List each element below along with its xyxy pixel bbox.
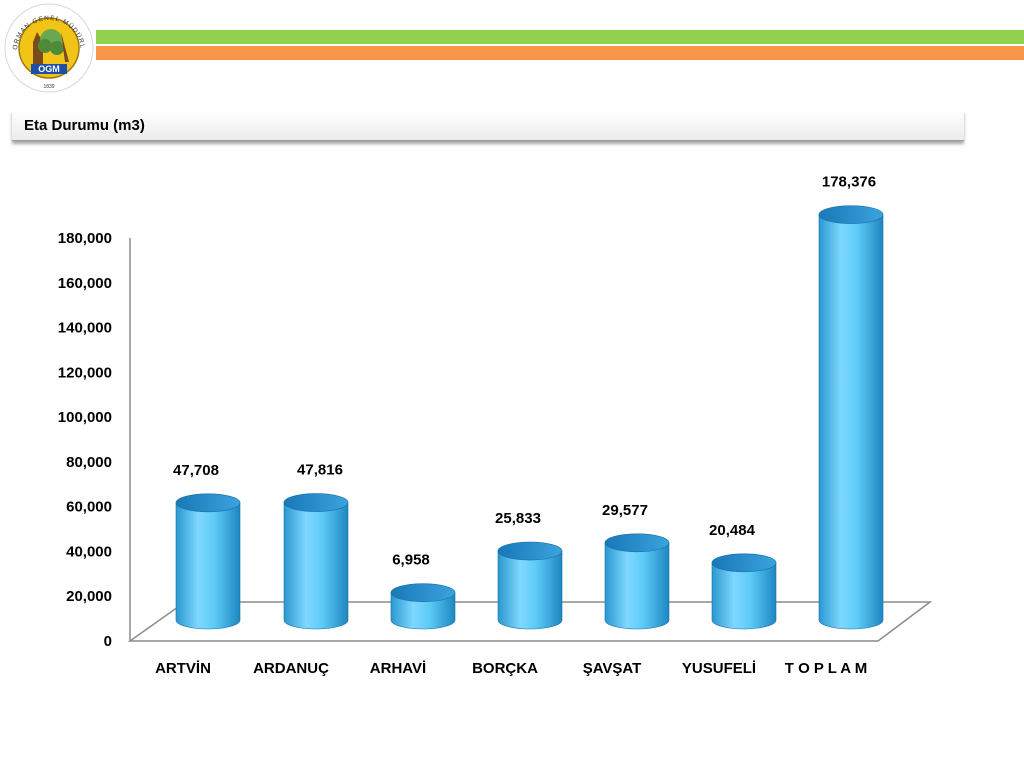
bar (711, 553, 777, 630)
bar (604, 533, 670, 630)
y-tick-label: 0 (104, 633, 112, 650)
header-stripe-orange (96, 46, 1024, 60)
bar (818, 205, 884, 630)
bar-body (175, 502, 241, 630)
chart-frame (127, 238, 933, 642)
y-tick-label: 160,000 (58, 275, 112, 292)
data-label: 47,708 (173, 462, 219, 479)
chart-bars: 47,708 47,816 6,958 25,833 29,577 20,484 178,3… (173, 174, 884, 630)
x-category-label: ARTVİN (155, 660, 211, 677)
y-tick-label: 20,000 (66, 588, 112, 605)
bar (175, 493, 241, 630)
x-axis-labels: ARTVİN ARDANUÇ ARHAVİ BORÇKA ŞAVŞAT YUSUFELİ T… (155, 660, 867, 677)
x-category-label: ŞAVŞAT (583, 660, 642, 677)
bar (283, 493, 349, 630)
bar-top (390, 583, 456, 602)
data-label: 20,484 (709, 522, 756, 539)
y-tick-label: 180,000 (58, 230, 112, 247)
x-category-label: ARHAVİ (370, 660, 426, 677)
data-label: 29,577 (602, 502, 648, 519)
y-tick-label: 140,000 (58, 320, 112, 337)
bar-body (818, 214, 884, 630)
data-label: 178,376 (822, 174, 876, 191)
bar (390, 583, 456, 630)
x-category-label: T O P L A M (785, 660, 868, 677)
data-label: 47,816 (297, 462, 343, 479)
bar-top (818, 205, 884, 224)
bar-body (497, 550, 563, 630)
bar-body (283, 502, 349, 630)
bar-top (604, 533, 670, 553)
title-banner: Eta Durumu (m3) (12, 110, 964, 141)
y-tick-label: 80,000 (66, 454, 112, 471)
bar-body (390, 592, 456, 630)
bar-body (604, 542, 670, 630)
y-tick-label: 40,000 (66, 543, 112, 560)
data-label: 25,833 (495, 510, 541, 527)
eta-bar-chart: 0 20,000 40,000 60,000 80,000 100,000 120,000 1… (58, 174, 933, 677)
y-tick-label: 120,000 (58, 364, 112, 381)
x-category-label: YUSUFELİ (682, 660, 756, 677)
page-title: Eta Durumu (m3) (24, 117, 145, 134)
bar-top (497, 541, 563, 561)
logo-year: 1839 (43, 84, 54, 90)
bar (497, 541, 563, 630)
y-tick-label: 60,000 (66, 499, 112, 516)
bar-body (711, 562, 777, 630)
chart-floor (127, 601, 933, 642)
bar-top (711, 553, 777, 573)
bar-top (175, 493, 241, 513)
x-category-label: ARDANUÇ (253, 660, 329, 677)
x-category-label: BORÇKA (472, 660, 538, 677)
ogm-logo: OGM ORMAN GENEL MÜDÜRLÜĞÜ 1839 (3, 2, 94, 93)
logo-center-text: OGM (38, 64, 60, 74)
header-stripe-green (96, 30, 1024, 44)
bar-top (283, 493, 349, 512)
y-axis-ticks: 0 20,000 40,000 60,000 80,000 100,000 120,000 1… (58, 230, 112, 650)
y-tick-label: 100,000 (58, 409, 112, 426)
data-label: 6,958 (392, 552, 430, 569)
